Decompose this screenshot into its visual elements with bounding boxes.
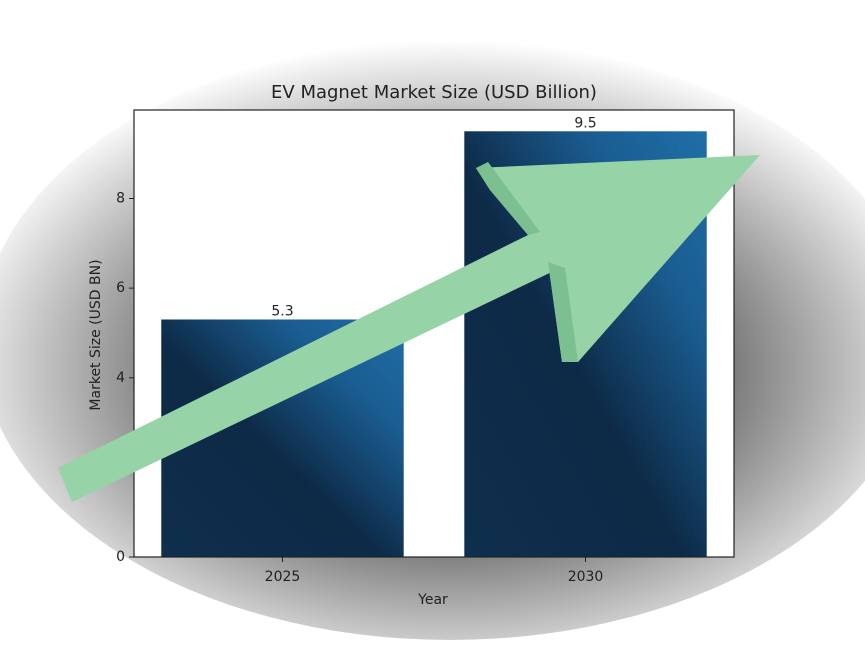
y-tick-label: 4: [116, 370, 125, 386]
chart-title: EV Magnet Market Size (USD Billion): [271, 82, 597, 103]
y-tick-label: 6: [116, 280, 125, 296]
data-label: 9.5: [574, 115, 596, 131]
data-label: 5.3: [271, 303, 293, 319]
x-tick-label: 2025: [265, 569, 301, 585]
trend-arrow: [58, 155, 760, 502]
x-axis-label: Year: [417, 592, 448, 608]
x-tick-label: 2030: [568, 569, 604, 585]
axes-frame: [133, 109, 735, 558]
y-tick-label: 0: [116, 549, 125, 565]
y-axis-label: Market Size (USD BN): [88, 259, 104, 410]
y-tick-label: 8: [116, 191, 125, 207]
